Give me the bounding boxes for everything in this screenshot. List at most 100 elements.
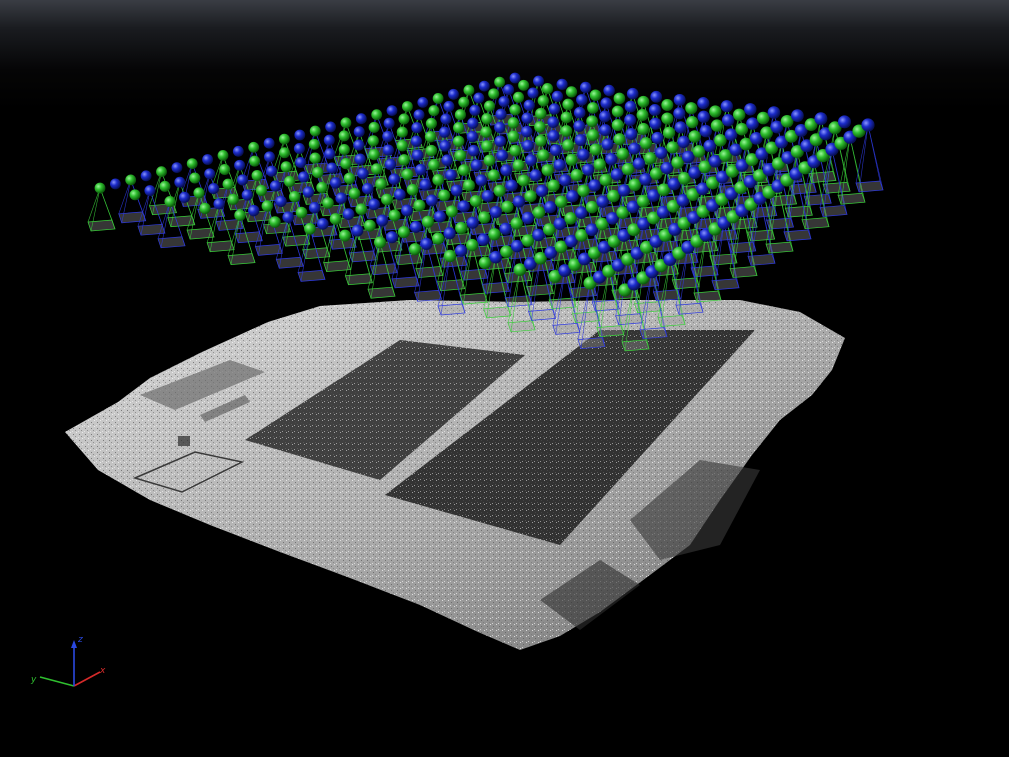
camera-sphere-green[interactable] [507,117,520,129]
camera-sphere-blue[interactable] [376,214,389,227]
camera-sphere-green[interactable] [463,84,475,96]
camera-sphere-green[interactable] [458,96,470,108]
camera-sphere-green[interactable] [790,145,804,159]
camera-sphere-blue[interactable] [489,205,502,219]
camera-sphere-blue[interactable] [361,182,374,195]
camera-sphere-green[interactable] [692,145,706,158]
camera-sphere-blue[interactable] [597,240,611,254]
camera-sphere-blue[interactable] [498,96,510,108]
camera-sphere-blue[interactable] [673,107,686,120]
camera-sphere-green[interactable] [381,193,393,206]
camera-sphere-blue[interactable] [703,139,716,153]
camera-sphere-green[interactable] [283,175,296,188]
camera-sphere-green[interactable] [408,243,422,256]
camera-sphere-green[interactable] [483,154,496,167]
camera-sphere-green[interactable] [227,193,239,206]
camera-sphere-blue[interactable] [512,195,526,208]
camera-sphere-blue[interactable] [496,149,509,162]
camera-sphere-blue[interactable] [651,131,664,145]
camera-sphere-blue[interactable] [478,80,490,92]
camera-sphere-blue[interactable] [438,126,451,138]
camera-sphere-green[interactable] [398,154,410,166]
camera-sphere-green[interactable] [396,140,408,152]
camera-sphere-green[interactable] [639,240,654,254]
camera-sphere-green[interactable] [371,109,383,121]
camera-sphere-blue[interactable] [308,201,321,214]
camera-sphere-green[interactable] [199,202,211,215]
camera-sphere-blue[interactable] [388,173,401,185]
camera-sphere-green[interactable] [587,129,599,142]
camera-sphere-blue[interactable] [632,157,646,170]
camera-sphere-green[interactable] [647,211,660,225]
camera-sphere-blue[interactable] [553,217,567,231]
camera-sphere-green[interactable] [541,83,554,95]
camera-sphere-blue[interactable] [505,179,518,192]
camera-sphere-green[interactable] [537,95,549,107]
camera-sphere-blue[interactable] [544,246,558,259]
camera-sphere-blue[interactable] [411,149,424,161]
camera-sphere-green[interactable] [186,158,198,170]
camera-sphere-blue[interactable] [624,114,637,126]
camera-sphere-green[interactable] [554,240,568,254]
camera-sphere-blue[interactable] [450,184,463,197]
camera-sphere-green[interactable] [542,223,556,236]
camera-sphere-green[interactable] [586,115,598,128]
camera-sphere-blue[interactable] [647,189,660,202]
camera-sphere-blue[interactable] [576,94,588,106]
camera-sphere-green[interactable] [613,133,626,146]
camera-sphere-green[interactable] [156,166,167,178]
camera-sphere-green[interactable] [725,164,739,178]
camera-sphere-blue[interactable] [579,81,592,94]
camera-sphere-green[interactable] [348,187,361,200]
camera-sphere-green[interactable] [611,105,624,118]
camera-sphere-green[interactable] [295,206,308,219]
camera-sphere-blue[interactable] [577,148,590,161]
camera-sphere-blue[interactable] [382,144,394,156]
camera-sphere-blue[interactable] [298,171,310,183]
camera-sphere-blue[interactable] [503,84,515,96]
camera-sphere-blue[interactable] [548,103,561,115]
camera-sphere-blue[interactable] [382,130,394,142]
camera-sphere-green[interactable] [577,184,590,197]
camera-sphere-green[interactable] [421,215,434,228]
camera-sphere-green[interactable] [661,99,674,111]
camera-sphere-blue[interactable] [326,162,338,174]
camera-sphere-green[interactable] [500,245,513,258]
camera-sphere-green[interactable] [432,93,444,104]
camera-sphere-blue[interactable] [673,93,686,106]
camera-sphere-green[interactable] [565,86,578,98]
camera-sphere-blue[interactable] [481,189,494,203]
camera-sphere-blue[interactable] [575,206,588,219]
camera-sphere-blue[interactable] [617,229,631,242]
camera-sphere-blue[interactable] [549,144,562,157]
camera-sphere-green[interactable] [735,122,749,136]
camera-sphere-green[interactable] [509,144,522,157]
camera-sphere-blue[interactable] [668,222,682,236]
camera-sphere-blue[interactable] [355,113,367,125]
camera-sphere-blue[interactable] [466,216,479,229]
camera-sphere-green[interactable] [714,134,727,147]
camera-sphere-green[interactable] [535,107,547,120]
camera-sphere-green[interactable] [217,150,229,161]
camera-sphere-green[interactable] [666,199,680,213]
camera-sphere-green[interactable] [193,187,205,199]
camera-sphere-green[interactable] [248,141,260,153]
camera-sphere-green[interactable] [611,119,624,132]
camera-sphere-green[interactable] [560,125,573,137]
camera-sphere-green[interactable] [661,112,674,125]
camera-sphere-green[interactable] [454,109,466,121]
camera-sphere-green[interactable] [425,144,438,157]
camera-sphere-green[interactable] [413,199,426,212]
camera-sphere-blue[interactable] [800,139,814,153]
camera-sphere-green[interactable] [488,228,501,241]
camera-sphere-green[interactable] [564,212,577,225]
camera-sphere-green[interactable] [662,126,676,139]
camera-sphere-green[interactable] [602,264,616,278]
camera-sphere-green[interactable] [568,258,582,272]
camera-sphere-green[interactable] [425,117,437,129]
camera-sphere-green[interactable] [189,172,201,184]
camera-sphere-green[interactable] [616,147,630,161]
camera-sphere-green[interactable] [455,221,468,235]
camera-sphere-blue[interactable] [697,97,710,110]
camera-sphere-blue[interactable] [520,125,533,138]
